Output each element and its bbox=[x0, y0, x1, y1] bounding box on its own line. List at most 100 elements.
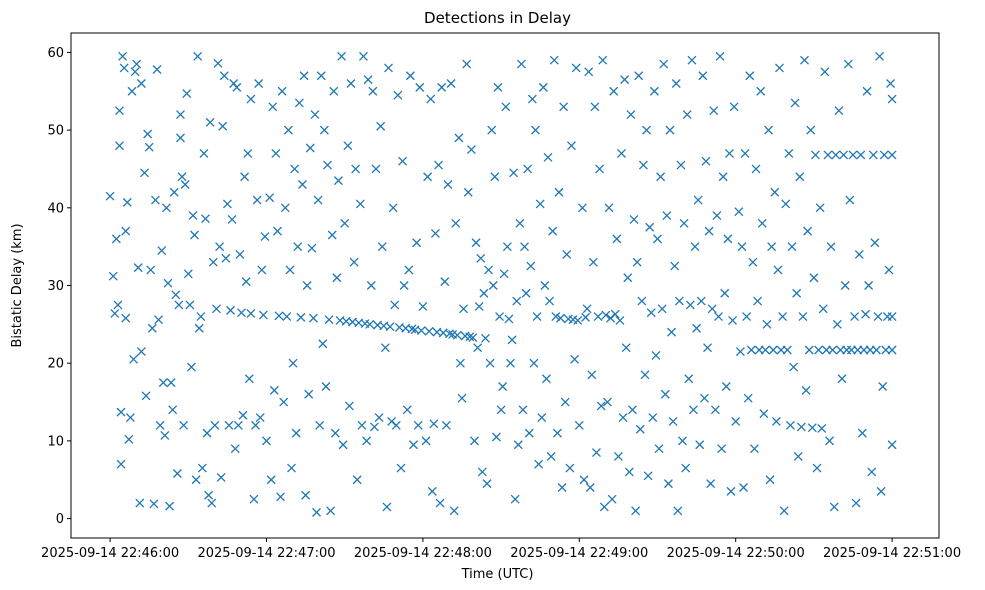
data-point-marker bbox=[176, 133, 185, 143]
data-point-marker bbox=[202, 428, 212, 438]
data-point-marker bbox=[501, 102, 511, 112]
data-point-marker bbox=[298, 180, 307, 189]
data-point-marker bbox=[557, 483, 567, 492]
data-point-marker bbox=[160, 430, 170, 440]
data-point-marker bbox=[183, 269, 193, 279]
data-point-marker bbox=[537, 413, 547, 423]
data-point-marker bbox=[340, 218, 350, 228]
data-point-marker bbox=[371, 164, 381, 174]
data-point-marker bbox=[640, 370, 650, 380]
y-axis-label: Bistatic Delay (km) bbox=[10, 223, 25, 347]
data-point-marker bbox=[671, 79, 681, 88]
data-point-marker bbox=[856, 150, 866, 160]
data-point-marker bbox=[764, 125, 773, 135]
data-point-marker bbox=[240, 172, 250, 182]
data-point-marker bbox=[315, 420, 325, 430]
data-point-marker bbox=[346, 79, 356, 88]
data-point-marker bbox=[538, 82, 548, 92]
data-point-marker bbox=[749, 444, 759, 454]
data-point-marker bbox=[887, 94, 897, 104]
data-point-marker bbox=[724, 148, 734, 158]
data-point-marker bbox=[445, 329, 454, 339]
data-point-marker bbox=[468, 333, 478, 343]
data-point-marker bbox=[529, 358, 539, 368]
data-point-marker bbox=[180, 180, 190, 189]
data-point-marker bbox=[742, 312, 752, 322]
data-point-marker bbox=[502, 242, 512, 252]
chart-title: Detections in Delay bbox=[424, 9, 571, 27]
data-point-marker bbox=[293, 242, 303, 252]
data-point-marker bbox=[404, 265, 414, 275]
data-point-marker bbox=[790, 98, 800, 108]
data-point-marker bbox=[230, 444, 240, 454]
data-point-marker bbox=[670, 261, 680, 271]
data-point-marker bbox=[288, 358, 298, 368]
data-point-marker bbox=[707, 304, 717, 314]
data-point-marker bbox=[222, 199, 232, 209]
data-point-marker bbox=[718, 172, 728, 182]
data-point-marker bbox=[535, 199, 545, 209]
data-point-marker bbox=[268, 102, 278, 112]
data-point-marker bbox=[161, 203, 171, 213]
y-tick-label: 0 bbox=[56, 512, 64, 527]
data-point-marker bbox=[165, 501, 174, 511]
data-point-marker bbox=[778, 312, 788, 322]
data-point-marker bbox=[147, 323, 157, 333]
data-point-marker bbox=[679, 218, 689, 228]
data-point-marker bbox=[121, 313, 131, 323]
data-point-marker bbox=[768, 345, 778, 355]
data-point-marker bbox=[235, 249, 245, 259]
data-point-marker bbox=[357, 420, 367, 430]
data-point-marker bbox=[113, 300, 123, 310]
y-tick-label: 50 bbox=[47, 124, 64, 139]
data-point-marker bbox=[796, 422, 806, 432]
data-point-marker bbox=[169, 187, 179, 197]
data-point-marker bbox=[118, 51, 128, 61]
data-point-marker bbox=[480, 333, 490, 343]
data-point-marker bbox=[846, 345, 856, 355]
data-point-marker bbox=[651, 350, 661, 360]
data-point-marker bbox=[552, 428, 562, 438]
data-point-marker bbox=[549, 55, 559, 65]
data-point-marker bbox=[653, 234, 662, 244]
data-point-marker bbox=[674, 296, 684, 306]
data-point-marker bbox=[426, 94, 436, 104]
data-point-marker bbox=[825, 436, 834, 446]
data-point-marker bbox=[144, 142, 154, 152]
data-point-marker bbox=[717, 444, 727, 454]
data-point-marker bbox=[593, 312, 603, 322]
data-point-marker bbox=[543, 152, 553, 162]
data-point-marker bbox=[208, 257, 218, 267]
data-point-marker bbox=[440, 277, 450, 287]
data-point-marker bbox=[574, 420, 584, 430]
data-point-marker bbox=[668, 417, 678, 426]
data-point-marker bbox=[879, 150, 889, 160]
data-point-marker bbox=[871, 345, 881, 355]
data-point-marker bbox=[515, 218, 525, 228]
data-point-marker bbox=[415, 82, 425, 92]
data-point-marker bbox=[498, 382, 508, 391]
data-point-marker bbox=[748, 257, 758, 267]
data-point-marker bbox=[789, 362, 799, 372]
data-point-marker bbox=[876, 486, 886, 496]
data-point-marker bbox=[662, 211, 672, 221]
data-point-marker bbox=[246, 309, 256, 318]
data-point-marker bbox=[673, 506, 683, 516]
data-point-marker bbox=[631, 506, 641, 516]
data-point-marker bbox=[416, 326, 426, 336]
data-point-marker bbox=[111, 234, 121, 244]
data-point-marker bbox=[829, 502, 839, 512]
data-point-marker bbox=[607, 494, 617, 504]
data-point-marker bbox=[136, 347, 146, 356]
data-point-marker bbox=[776, 345, 786, 355]
data-point-marker bbox=[221, 253, 231, 263]
data-point-marker bbox=[845, 195, 855, 205]
data-point-marker bbox=[188, 211, 198, 221]
data-point-marker bbox=[678, 436, 687, 446]
data-point-marker bbox=[327, 230, 337, 240]
data-point-marker bbox=[279, 397, 289, 407]
data-point-marker bbox=[186, 362, 196, 372]
data-point-marker bbox=[232, 82, 242, 92]
data-point-marker bbox=[699, 393, 709, 403]
data-point-marker bbox=[510, 494, 520, 504]
